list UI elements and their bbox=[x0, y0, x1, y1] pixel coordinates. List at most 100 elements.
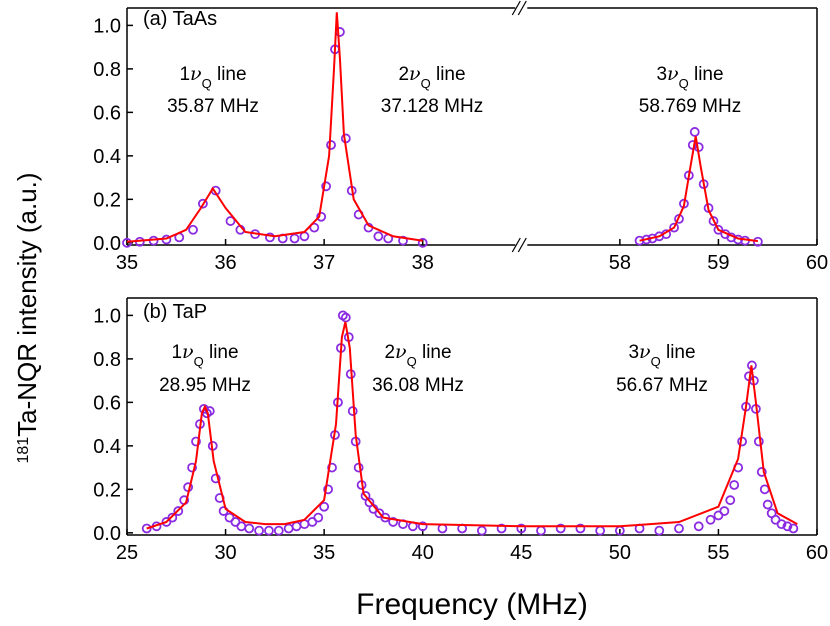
annotation-subscript: Q bbox=[421, 76, 431, 91]
annotation-number: 2 bbox=[398, 64, 409, 85]
annotation: 3νQ line bbox=[656, 63, 723, 91]
data-point bbox=[265, 232, 275, 243]
data-point bbox=[347, 406, 358, 416]
data-point bbox=[244, 523, 255, 534]
fit-line bbox=[126, 12, 423, 243]
axis-break bbox=[517, 0, 527, 16]
data-point bbox=[319, 501, 330, 512]
data-point bbox=[708, 216, 719, 226]
x-tick-label: 60 bbox=[806, 542, 828, 564]
annotation-subscript: Q bbox=[407, 354, 417, 369]
data-point bbox=[669, 222, 679, 233]
data-point bbox=[340, 312, 351, 323]
y-tick-label: 0.2 bbox=[93, 479, 121, 501]
data-point bbox=[782, 521, 793, 532]
panel-label: (a) TaAs bbox=[143, 8, 217, 30]
annotation-frequency: 28.95 MHz bbox=[159, 375, 251, 396]
y-tick-label: 0.6 bbox=[93, 392, 121, 414]
annotation-text: line bbox=[212, 64, 247, 85]
data-point bbox=[187, 462, 197, 473]
data-point bbox=[476, 525, 487, 536]
data-point bbox=[289, 233, 300, 244]
x-tick-label: 25 bbox=[116, 542, 138, 564]
fit-line bbox=[146, 321, 798, 530]
data-point bbox=[398, 235, 408, 246]
annotation: 3νQ line bbox=[628, 341, 695, 369]
data-point bbox=[595, 525, 606, 536]
data-point bbox=[323, 484, 333, 495]
data-point bbox=[555, 523, 566, 534]
data-point bbox=[309, 222, 320, 233]
y-tick-label: 0.8 bbox=[93, 59, 121, 81]
annotation-text: line bbox=[204, 342, 239, 363]
x-tick-label: 37 bbox=[313, 252, 335, 274]
data-point bbox=[762, 499, 773, 510]
x-tick-label: 60 bbox=[806, 252, 828, 274]
axis-break bbox=[511, 0, 521, 16]
data-point bbox=[756, 467, 767, 477]
x-tick-label: 59 bbox=[707, 252, 729, 274]
annotation-frequency: 36.08 MHz bbox=[372, 375, 464, 396]
annotation-text: line bbox=[417, 342, 452, 363]
data-point bbox=[496, 523, 507, 534]
data-point bbox=[373, 231, 384, 242]
data-point bbox=[313, 512, 324, 523]
data-point bbox=[654, 525, 665, 536]
data-point bbox=[327, 462, 337, 473]
annotation: 2νQ line bbox=[384, 341, 451, 369]
data-point bbox=[321, 181, 332, 192]
annotation-frequency: 58.769 MHz bbox=[639, 96, 741, 117]
annotation-symbol: ν bbox=[182, 341, 194, 363]
y-axis-label: 181Ta-NQR intensity (a.u.) bbox=[12, 172, 42, 463]
axis-break bbox=[517, 237, 527, 253]
data-point bbox=[191, 436, 201, 447]
y-axis-label-sup: 181 bbox=[15, 437, 32, 464]
x-tick-label: 30 bbox=[214, 542, 236, 564]
annotation: 1νQ line bbox=[179, 63, 246, 91]
data-point bbox=[283, 523, 294, 534]
data-point bbox=[122, 237, 132, 248]
data-point bbox=[575, 523, 586, 534]
data-point bbox=[254, 525, 264, 536]
annotation-symbol: ν bbox=[667, 63, 679, 85]
y-tick-label: 1.0 bbox=[93, 15, 121, 37]
annotation-subscript: Q bbox=[679, 76, 689, 91]
y-tick-label: 0.8 bbox=[93, 349, 121, 371]
data-point bbox=[225, 216, 236, 226]
annotation-number: 3 bbox=[656, 64, 667, 85]
annotation-symbol: ν bbox=[190, 63, 202, 85]
annotation-frequency: 35.87 MHz bbox=[167, 96, 259, 117]
data-point bbox=[388, 517, 399, 527]
annotation-subscript: Q bbox=[194, 354, 204, 369]
annotation-text: line bbox=[431, 64, 466, 85]
data-point bbox=[536, 525, 546, 536]
y-tick-label: 0.4 bbox=[93, 436, 121, 458]
annotation-frequency: 56.67 MHz bbox=[616, 375, 708, 396]
x-tick-label: 40 bbox=[412, 542, 434, 564]
x-tick-label: 35 bbox=[313, 542, 335, 564]
annotation-number: 3 bbox=[628, 342, 639, 363]
annotation-subscript: Q bbox=[651, 354, 661, 369]
data-point bbox=[719, 506, 730, 516]
annotation-frequency: 37.128 MHz bbox=[381, 96, 483, 117]
data-point bbox=[417, 237, 428, 248]
y-tick-label: 1.0 bbox=[93, 305, 121, 327]
data-point bbox=[173, 506, 184, 516]
axis-break bbox=[511, 237, 521, 253]
y-tick-label: 0.2 bbox=[93, 189, 121, 211]
data-point bbox=[776, 519, 787, 530]
x-tick-label: 50 bbox=[609, 542, 631, 564]
y-tick-label: 0.0 bbox=[93, 233, 121, 255]
annotation-number: 2 bbox=[384, 342, 395, 363]
data-point bbox=[197, 198, 208, 209]
y-tick-label: 0.0 bbox=[93, 523, 121, 545]
annotation-number: 1 bbox=[179, 64, 190, 85]
data-point bbox=[752, 236, 763, 247]
data-point bbox=[417, 521, 428, 532]
annotation-number: 1 bbox=[171, 342, 182, 363]
annotation-symbol: ν bbox=[409, 63, 421, 85]
data-point bbox=[167, 512, 178, 523]
data-point bbox=[236, 521, 247, 532]
annotation: 2νQ line bbox=[398, 63, 465, 91]
